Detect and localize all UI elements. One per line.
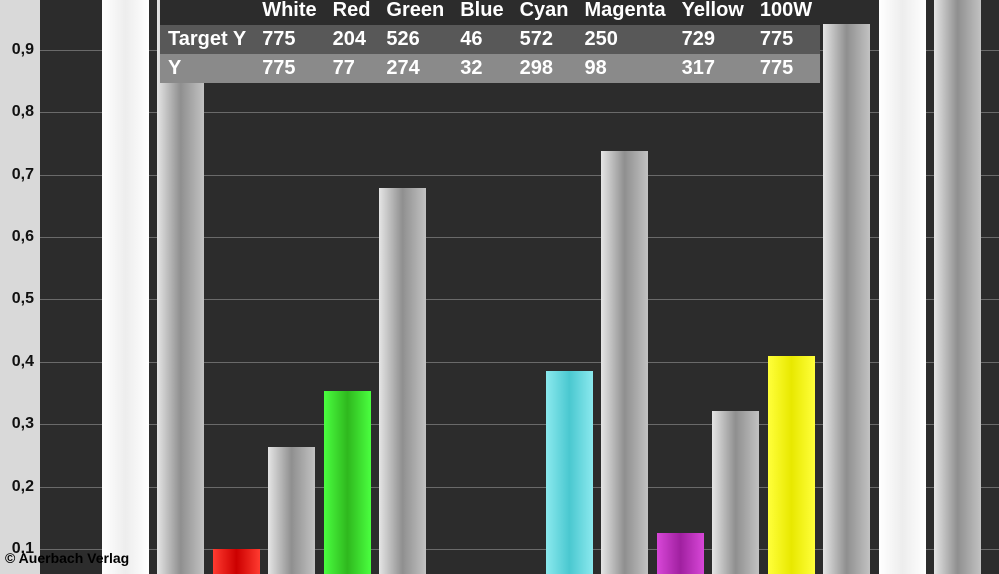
table-header-cell: 100W bbox=[752, 0, 820, 25]
y-tick-label: 0,2 bbox=[0, 478, 38, 496]
table-cell: 298 bbox=[512, 54, 577, 83]
bar-white bbox=[157, 0, 204, 574]
bar-yellow bbox=[768, 356, 815, 574]
table-header-cell: Green bbox=[378, 0, 452, 25]
table-cell: 204 bbox=[325, 25, 379, 54]
table-header-cell: Cyan bbox=[512, 0, 577, 25]
table-header-cell: White bbox=[254, 0, 324, 25]
y-tick-label: 0,9 bbox=[0, 41, 38, 59]
table-cell: 32 bbox=[452, 54, 511, 83]
credit-text: © Auerbach Verlag bbox=[5, 550, 129, 566]
table-header-cell: Red bbox=[325, 0, 379, 25]
table-cell: 250 bbox=[576, 25, 673, 54]
bar-green bbox=[379, 188, 426, 574]
table-row: Y775772743229898317775 bbox=[160, 54, 820, 83]
bar-magenta bbox=[712, 411, 759, 574]
y-tick-label: 0,7 bbox=[0, 166, 38, 184]
table-cell: 98 bbox=[576, 54, 673, 83]
table-header-cell: Blue bbox=[452, 0, 511, 25]
table-cell: 526 bbox=[378, 25, 452, 54]
y-tick-label: 0,6 bbox=[0, 228, 38, 246]
table-cell: 274 bbox=[378, 54, 452, 83]
bar-100w bbox=[879, 0, 926, 574]
table-cell: Y bbox=[160, 54, 254, 83]
y-tick-label: 0,8 bbox=[0, 103, 38, 121]
table-cell: 775 bbox=[254, 25, 324, 54]
bar-red bbox=[268, 447, 315, 574]
bar-yellow bbox=[823, 24, 870, 574]
table-header-cell: Yellow bbox=[674, 0, 752, 25]
plot-area bbox=[40, 0, 999, 574]
table-cell: 317 bbox=[674, 54, 752, 83]
table-cell: 77 bbox=[325, 54, 379, 83]
table-cell: 775 bbox=[254, 54, 324, 83]
data-table: WhiteRedGreenBlueCyanMagentaYellow100WTa… bbox=[160, 0, 820, 83]
y-tick-label: 0,4 bbox=[0, 353, 38, 371]
bar-cyan bbox=[546, 371, 593, 574]
table-cell: Target Y bbox=[160, 25, 254, 54]
table-cell: 775 bbox=[752, 54, 820, 83]
bar-cyan bbox=[601, 151, 648, 574]
table-cell: 775 bbox=[752, 25, 820, 54]
bar-100w bbox=[934, 0, 981, 574]
bar-white bbox=[102, 0, 149, 574]
table-cell: 572 bbox=[512, 25, 577, 54]
table-header-cell: Magenta bbox=[576, 0, 673, 25]
table-cell: 46 bbox=[452, 25, 511, 54]
table-cell: 729 bbox=[674, 25, 752, 54]
y-tick-label: 0,5 bbox=[0, 290, 38, 308]
table-row: Target Y77520452646572250729775 bbox=[160, 25, 820, 54]
table-header-cell bbox=[160, 0, 254, 25]
bar-magenta bbox=[657, 533, 704, 574]
bar-green bbox=[324, 391, 371, 574]
y-tick-label: 0,3 bbox=[0, 415, 38, 433]
bar-red bbox=[213, 549, 260, 574]
